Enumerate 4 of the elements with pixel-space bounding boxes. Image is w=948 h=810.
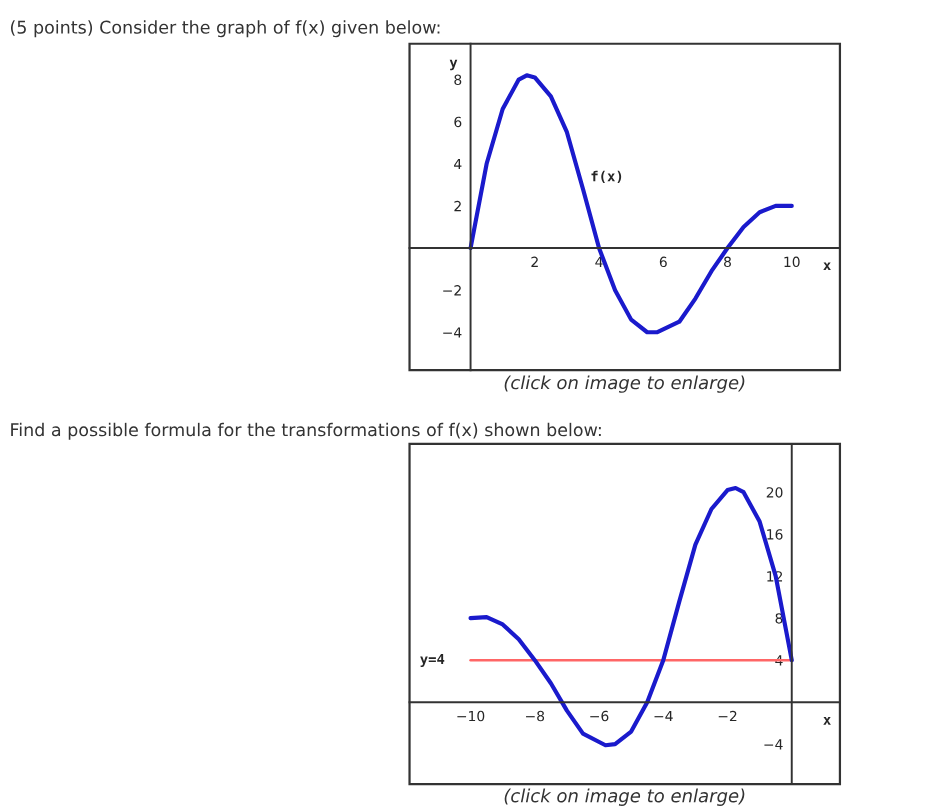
- chart-title: Find a possible formula for the transformations of f(x) shown below:: [11, 422, 601, 440]
- text: (click on image to enlarge): [504, 375, 745, 393]
- text: (5 points) Consider the graph of f(x) given below:: [10, 20, 440, 38]
- text: (click on image to enlarge): [504, 788, 745, 806]
